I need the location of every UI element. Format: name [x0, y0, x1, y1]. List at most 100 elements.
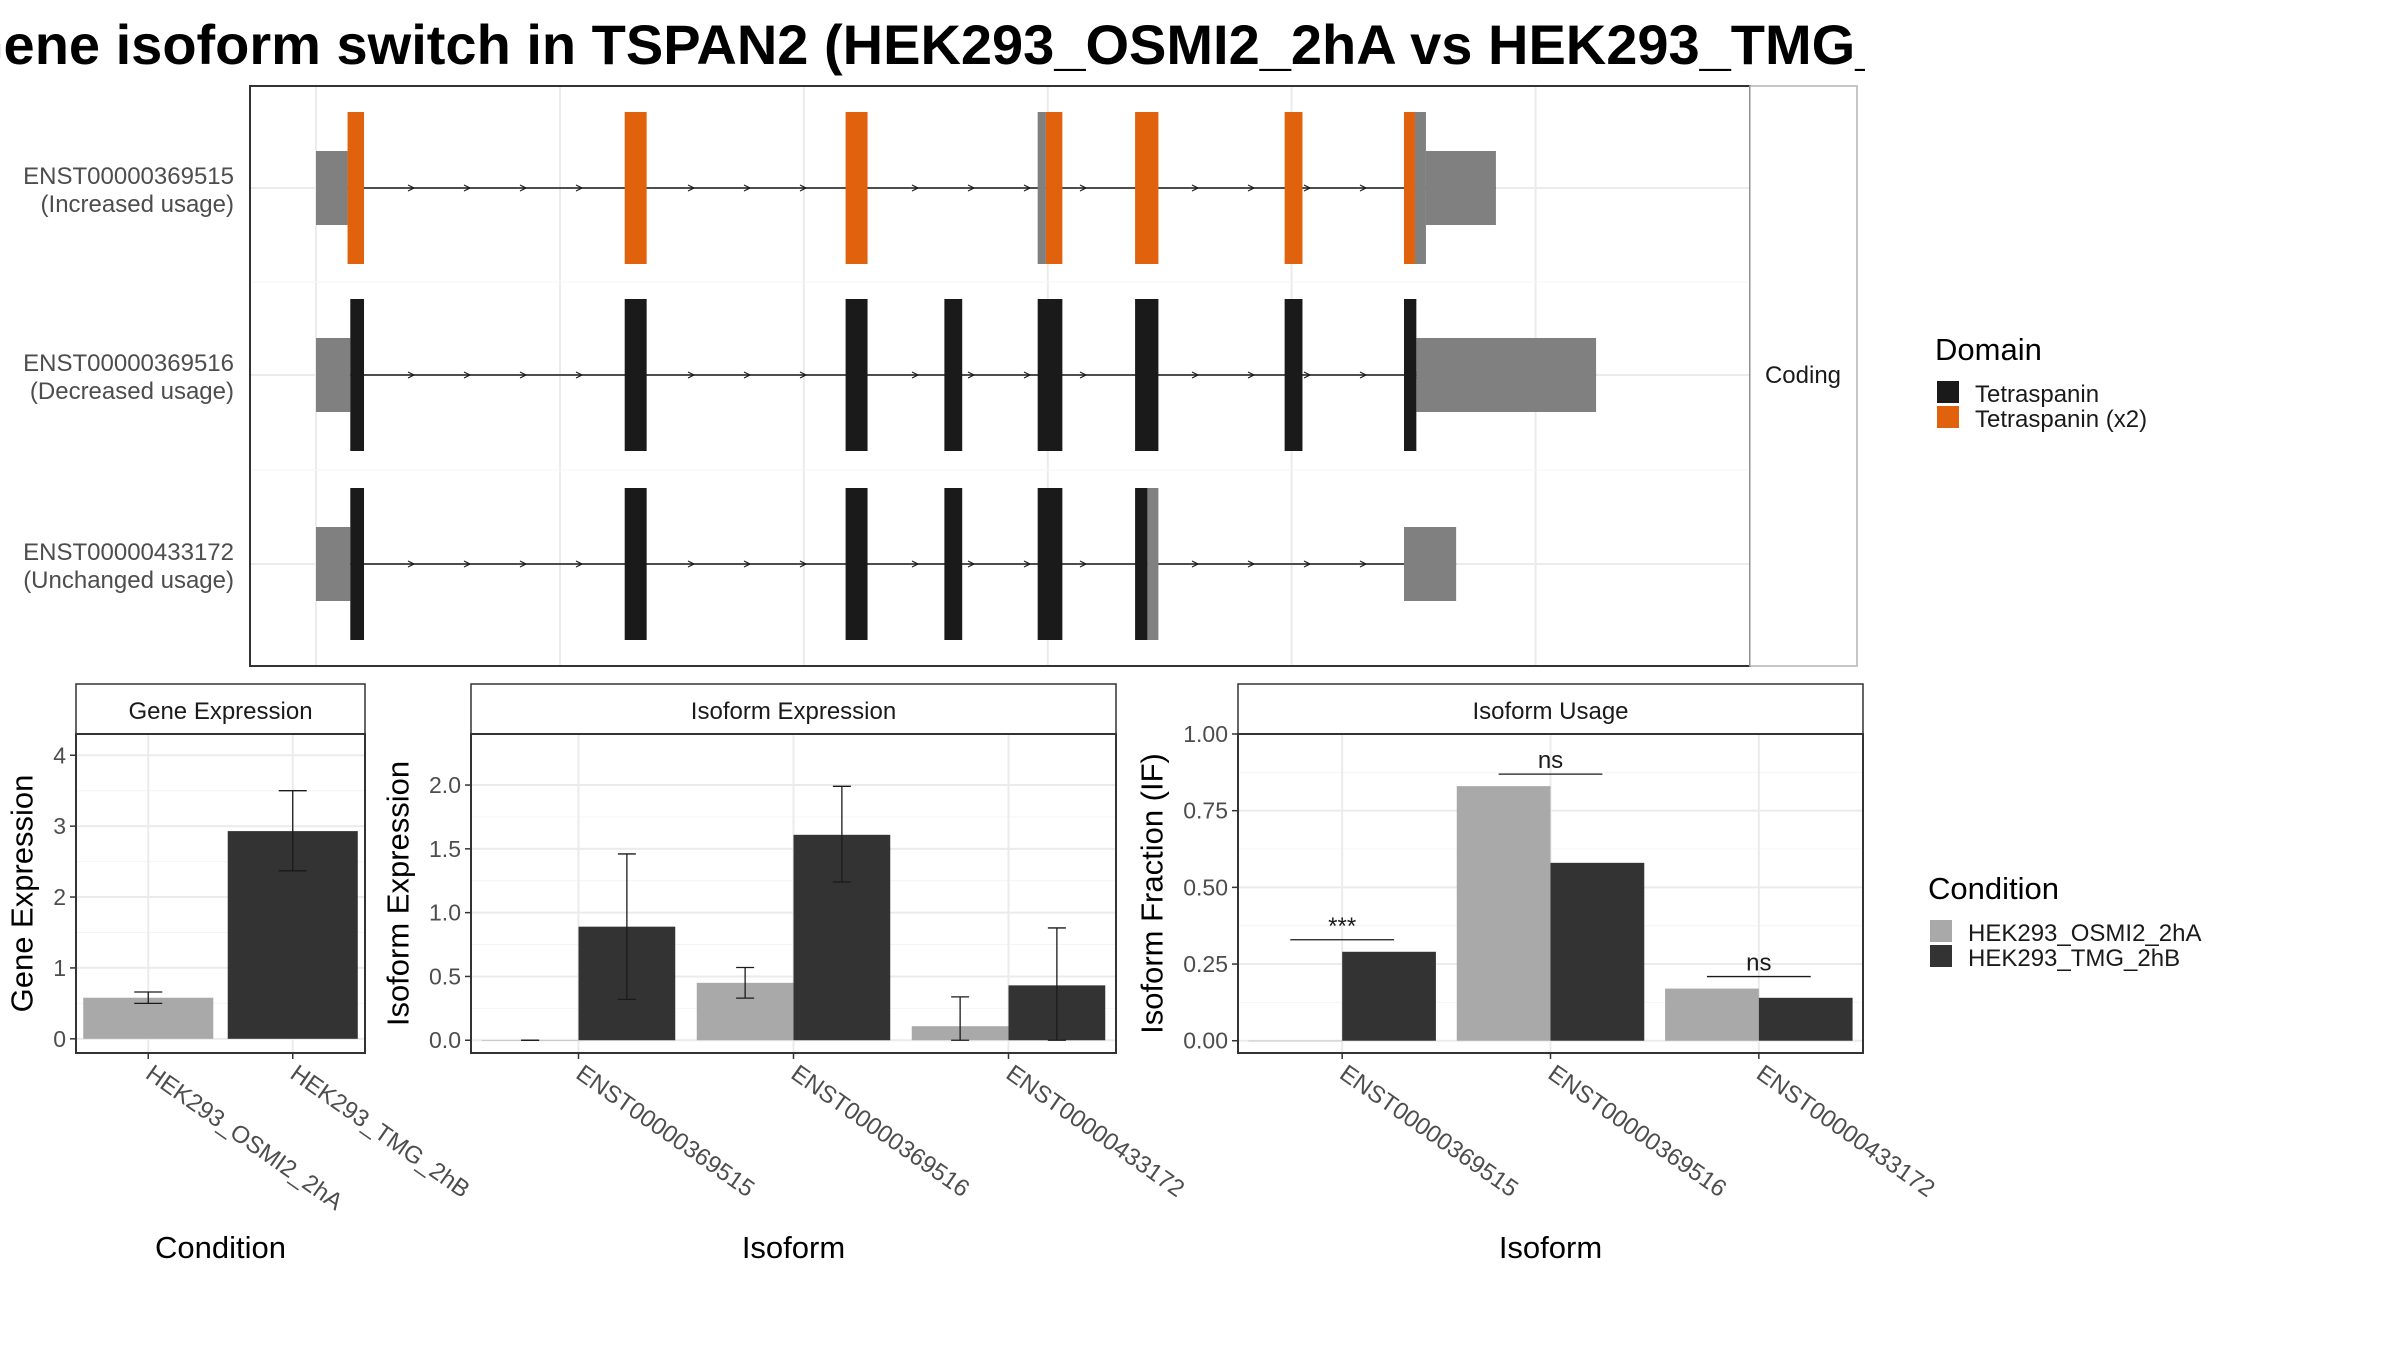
- strand-arrow: [687, 560, 696, 568]
- y-tick-label: 0.00: [1183, 1028, 1228, 1054]
- condition-legend: Condition HEK293_OSMI2_2hA HEK293_TMG_2h…: [1928, 871, 2201, 972]
- significance-label: ***: [1328, 913, 1356, 940]
- domain-legend-label-tetraspanin: Tetraspanin: [1975, 381, 2099, 408]
- condition-legend-key-a: [1930, 920, 1952, 942]
- strand-arrow: [911, 560, 920, 568]
- facet-strip-label: Isoform Expression: [691, 698, 896, 725]
- strand-arrow: [1359, 371, 1368, 379]
- strand-arrow: [463, 371, 472, 379]
- y-tick-label: 2.0: [429, 772, 461, 798]
- transcript-label-id: ENST00000433172: [23, 539, 234, 566]
- figure-title: Gene isoform switch in TSPAN2 (HEK293_OS…: [0, 13, 1865, 76]
- strand-arrow: [1023, 184, 1032, 192]
- strand-arrow: [519, 371, 528, 379]
- y-tick-label: 1.0: [429, 900, 461, 926]
- strand-arrow: [687, 371, 696, 379]
- exon-block: [1403, 299, 1417, 451]
- domain-legend-title: Domain: [1935, 332, 2042, 367]
- strand-arrow: [1191, 560, 1200, 568]
- bar: [1248, 1040, 1343, 1042]
- strand-arrow: [799, 371, 808, 379]
- exon-block: [1414, 112, 1426, 264]
- strand-arrow: [911, 371, 920, 379]
- bar: [1456, 786, 1551, 1041]
- strand-arrow: [743, 371, 752, 379]
- condition-legend-label-a: HEK293_OSMI2_2hA: [1968, 920, 2201, 947]
- bar: [1550, 862, 1645, 1041]
- domain-legend-key-tetraspanin-x2: [1937, 406, 1959, 428]
- bar-panel-isoform-expression: Isoform Expression 0.0 0.5 1.0 1.5 2.0 ENST000…: [381, 683, 1189, 1265]
- strand-arrow: [519, 184, 528, 192]
- strand-arrow: [743, 560, 752, 568]
- strand-arrow: [407, 184, 416, 192]
- strand-arrow: [687, 184, 696, 192]
- y-tick-label: 4: [53, 742, 66, 768]
- utr-block: [316, 151, 348, 225]
- strand-arrow: [1247, 371, 1256, 379]
- exon-block: [624, 299, 647, 451]
- transcript-label-id: ENST00000369515: [23, 163, 234, 190]
- strand-arrow: [519, 560, 528, 568]
- y-tick-label: 2: [53, 884, 66, 910]
- plot-border: [75, 733, 366, 1054]
- x-tick-label: ENST00000433172: [1751, 1060, 1939, 1203]
- x-axis-title: Isoform: [742, 1230, 845, 1265]
- utr-block: [1425, 151, 1496, 225]
- x-tick-label: ENST00000369516: [786, 1060, 974, 1203]
- strand-arrow: [463, 560, 472, 568]
- y-tick-label: 3: [53, 813, 66, 839]
- y-tick-label: 1: [53, 955, 66, 981]
- exon-block: [1037, 488, 1063, 640]
- bar: [1342, 951, 1436, 1041]
- bar: [1758, 997, 1853, 1041]
- facet-strip-label: Isoform Usage: [1472, 698, 1628, 725]
- facet-strip-coding-label: Coding: [1765, 362, 1841, 389]
- utr-block: [1416, 338, 1597, 412]
- strand-arrow: [799, 560, 808, 568]
- strand-arrow: [575, 560, 584, 568]
- x-tick-label: ENST00000433172: [1001, 1060, 1189, 1203]
- utr-block: [316, 338, 351, 412]
- strand-arrow: [1247, 560, 1256, 568]
- y-tick-label: 0.75: [1183, 798, 1228, 824]
- domain-legend-key-tetraspanin: [1937, 381, 1959, 403]
- y-tick-label: 0.50: [1183, 874, 1228, 900]
- transcript-label-usage: (Unchanged usage): [23, 567, 234, 594]
- exon-block: [1135, 112, 1159, 264]
- transcript-track-ENST00000433172: [316, 488, 1457, 640]
- transcript-label-usage: (Decreased usage): [30, 378, 234, 405]
- y-tick-label: 1.5: [429, 836, 461, 862]
- transcript-track-ENST00000369516: [316, 299, 1597, 451]
- condition-legend-title: Condition: [1928, 871, 2059, 906]
- strand-arrow: [575, 184, 584, 192]
- y-axis-title: Gene Expression: [5, 775, 40, 1013]
- strand-arrow: [1079, 371, 1088, 379]
- strand-arrow: [407, 371, 416, 379]
- exon-block: [350, 488, 365, 640]
- exon-block: [624, 112, 647, 264]
- strand-arrow: [1359, 184, 1368, 192]
- strand-arrow: [967, 371, 976, 379]
- transcript-label-id: ENST00000369516: [23, 350, 234, 377]
- strand-arrow: [1303, 560, 1312, 568]
- strand-arrow: [1079, 184, 1088, 192]
- significance-label: ns: [1538, 747, 1563, 774]
- exon-block: [944, 299, 963, 451]
- bar-panel-isoform-usage: Isoform Usage 0.00 0.25 0.50 0.75 1.00 *** ns ns…: [1135, 683, 1940, 1265]
- bar: [83, 997, 214, 1039]
- strand-arrow: [911, 184, 920, 192]
- y-axis-title: Isoform Expression: [381, 761, 416, 1026]
- facet-strip-coding: [1749, 85, 1858, 667]
- y-tick-label: 0: [53, 1026, 66, 1052]
- strand-arrow: [1303, 371, 1312, 379]
- exon-block: [1147, 488, 1159, 640]
- y-tick-label: 1.00: [1183, 721, 1228, 747]
- strand-arrow: [407, 560, 416, 568]
- condition-legend-key-b: [1930, 945, 1952, 967]
- exon-block: [624, 488, 647, 640]
- x-axis-title: Condition: [155, 1230, 286, 1265]
- significance-label: ns: [1746, 950, 1771, 977]
- exon-block: [845, 112, 868, 264]
- exon-block: [1284, 299, 1303, 451]
- exon-block: [845, 488, 868, 640]
